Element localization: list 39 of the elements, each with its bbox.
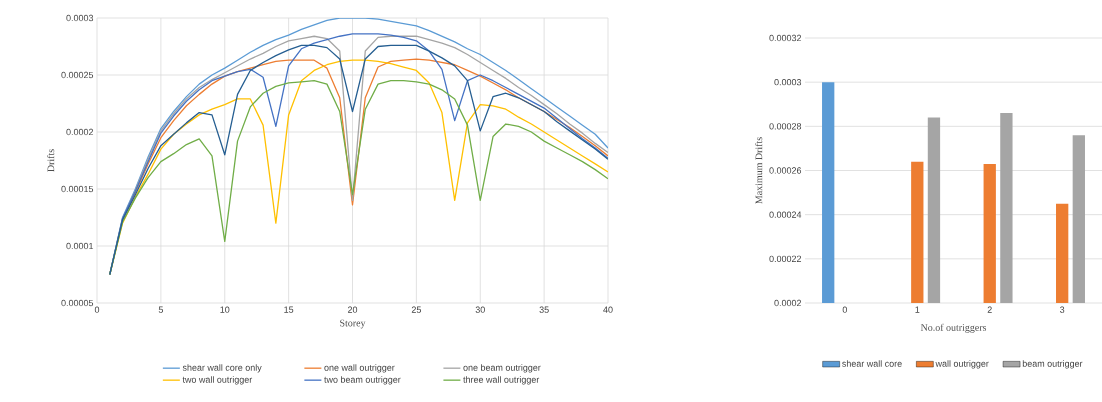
legend-label: two wall outrigger xyxy=(182,376,253,385)
y-tick-label: 0.00022 xyxy=(769,255,802,263)
y-tick-label: 0.0003 xyxy=(66,14,94,22)
x-tick-label: 40 xyxy=(603,306,613,313)
legend-label: shear wall core xyxy=(842,360,902,367)
x-tick-label: 2 xyxy=(987,306,992,313)
y-tick-label: 0.0001 xyxy=(66,242,94,250)
x-tick-label: 20 xyxy=(347,306,358,313)
y-tick-label: 0.00025 xyxy=(61,71,94,79)
x-tick-label: 10 xyxy=(220,306,230,313)
legend-label: one wall outrigger xyxy=(324,364,395,373)
y-tick-label: 0.00032 xyxy=(769,34,802,42)
y-tick-label: 0.00028 xyxy=(769,123,802,130)
x-tick-label: 15 xyxy=(284,306,294,313)
x-axis-title: No.of outriggers xyxy=(920,323,987,333)
legend-label: two beam outrigger xyxy=(324,376,401,385)
x-tick-label: 0 xyxy=(94,306,100,313)
x-tick-label: 30 xyxy=(475,306,485,313)
x-tick-label: 35 xyxy=(539,306,549,313)
y-tick-label: 0.00005 xyxy=(61,299,94,307)
y-axis-title: Maximum Drifts xyxy=(755,137,763,204)
y-tick-label: 0.00024 xyxy=(769,211,802,218)
legend-label: three wall outrigger xyxy=(463,376,540,385)
x-tick-label: 5 xyxy=(158,306,163,313)
legend-label: one beam outrigger xyxy=(463,364,541,373)
legend-label: shear wall core only xyxy=(182,364,262,373)
legend-label: wall outrigger xyxy=(935,360,989,369)
y-axis-title: Drifts xyxy=(47,149,55,172)
x-tick-label: 3 xyxy=(1060,306,1065,313)
x-tick-label: 0 xyxy=(842,306,847,313)
y-tick-label: 0.0002 xyxy=(66,128,94,136)
legend-label: beam outrigger xyxy=(1022,360,1083,369)
x-tick-label: 1 xyxy=(915,306,920,313)
x-axis-title: Storey xyxy=(340,319,366,329)
y-tick-label: 0.00026 xyxy=(769,167,802,174)
y-tick-label: 0.0003 xyxy=(774,78,802,86)
y-tick-label: 0.00015 xyxy=(61,185,94,193)
x-tick-label: 25 xyxy=(411,306,421,313)
y-tick-label: 0.0002 xyxy=(774,299,802,307)
